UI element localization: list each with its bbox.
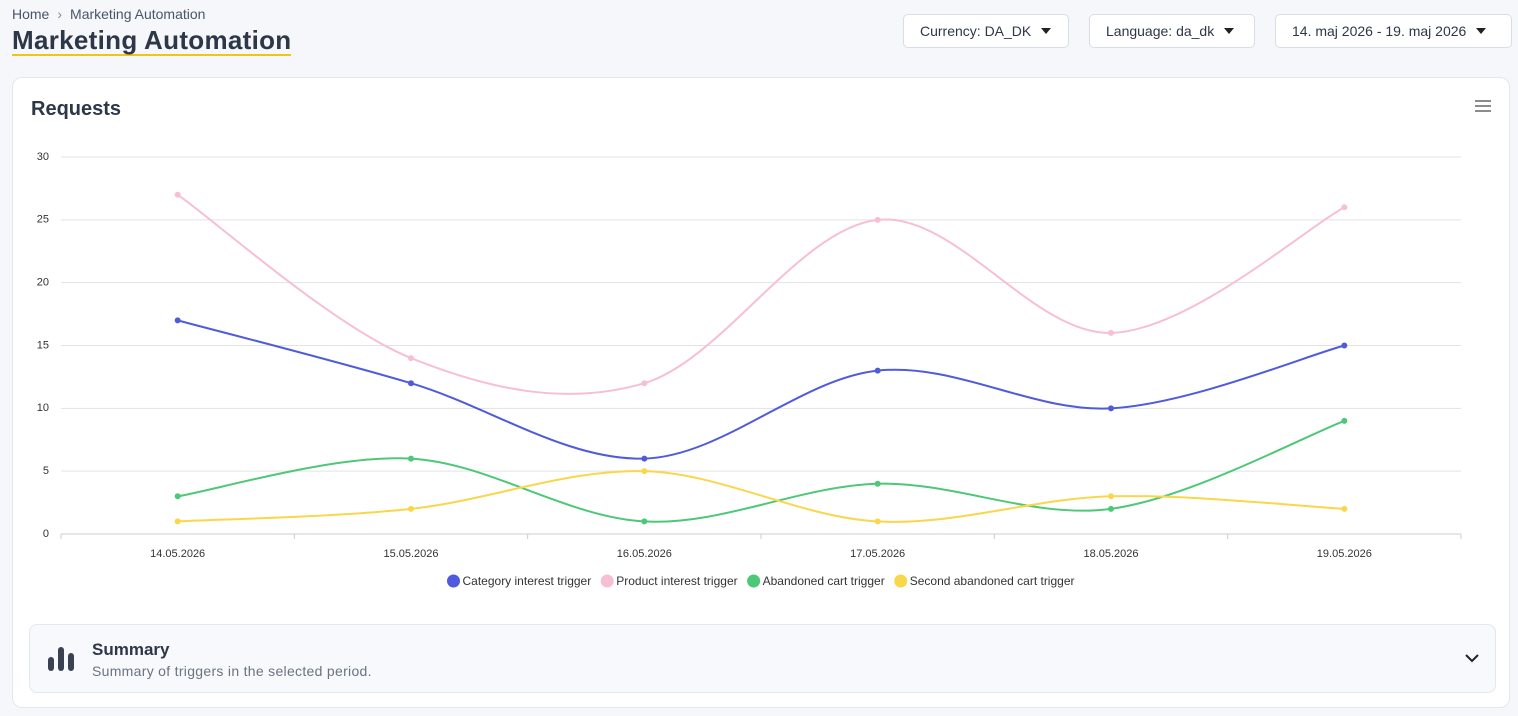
data-point bbox=[174, 518, 181, 525]
language-dropdown[interactable]: Language: da_dk bbox=[1089, 14, 1255, 48]
date-range-dropdown[interactable]: 14. maj 2026 - 19. maj 2026 bbox=[1275, 14, 1512, 48]
data-point bbox=[1341, 417, 1348, 424]
legend-marker bbox=[600, 574, 614, 588]
legend-marker bbox=[446, 574, 460, 588]
legend-marker bbox=[747, 574, 761, 588]
y-tick-label: 15 bbox=[37, 339, 49, 351]
data-point bbox=[1108, 505, 1114, 512]
data-point bbox=[408, 355, 414, 362]
summary-title: Summary bbox=[92, 640, 170, 659]
legend: Category interest trigger Product interes… bbox=[446, 574, 1075, 588]
breadcrumb: Home › Marketing Automation bbox=[12, 6, 205, 22]
data-point bbox=[641, 455, 648, 462]
data-point bbox=[1108, 493, 1114, 500]
data-point bbox=[408, 505, 414, 512]
data-point bbox=[874, 518, 881, 525]
data-point bbox=[874, 367, 881, 374]
x-tick-label: 15.05.2026 bbox=[383, 548, 438, 560]
x-tick-label: 19.05.2026 bbox=[1317, 548, 1372, 560]
bar-icon bbox=[48, 647, 74, 671]
series-line bbox=[177, 470, 1345, 523]
legend-label: Product interest trigger bbox=[616, 574, 737, 588]
caret bbox=[1041, 28, 1052, 34]
y-tick-label: 5 bbox=[43, 465, 49, 477]
data-point bbox=[408, 380, 414, 387]
legend-label: Second abandoned cart trigger bbox=[910, 574, 1075, 588]
data-point bbox=[408, 455, 414, 462]
data-point bbox=[174, 191, 181, 198]
x-tick-label: 17.05.2026 bbox=[850, 548, 905, 560]
chevron[interactable] bbox=[1465, 654, 1479, 663]
breadcrumb-link[interactable]: Home bbox=[12, 6, 50, 22]
caret bbox=[1224, 28, 1235, 34]
dropdown-label: 14. maj 2026 - 19. maj 2026 bbox=[1292, 23, 1467, 39]
y-tick-label: 10 bbox=[37, 402, 49, 414]
series-line bbox=[177, 419, 1345, 523]
y-tick-label: 0 bbox=[43, 528, 49, 540]
requests-card: 0 5 10 15 20 25 30 14.05.2026 15.05.2026 16.05.20… bbox=[12, 77, 1510, 708]
series-line bbox=[177, 193, 1345, 395]
data-point bbox=[641, 518, 648, 525]
dropdown-label: Language: da_dk bbox=[1106, 23, 1215, 39]
y-tick-label: 30 bbox=[37, 151, 49, 163]
data-point bbox=[1341, 204, 1348, 211]
data-point bbox=[641, 468, 648, 475]
series-line bbox=[177, 319, 1345, 460]
currency-dropdown[interactable]: Currency: DA_DK bbox=[903, 14, 1069, 48]
x-tick-label: 16.05.2026 bbox=[617, 548, 672, 560]
data-point bbox=[1108, 405, 1114, 412]
x-tick-label: 18.05.2026 bbox=[1083, 548, 1138, 560]
breadcrumb-current: Marketing Automation bbox=[70, 6, 206, 22]
data-point bbox=[1341, 505, 1348, 512]
chart-menu[interactable] bbox=[1475, 100, 1491, 112]
x-tick-label: 14.05.2026 bbox=[150, 548, 205, 560]
data-point bbox=[174, 317, 181, 324]
data-point bbox=[1108, 329, 1114, 336]
legend-label: Category interest trigger bbox=[462, 574, 591, 588]
data-point bbox=[1341, 342, 1348, 349]
page-title: Marketing Automation bbox=[12, 25, 292, 56]
summary-subtitle: Summary of triggers in the selected peri… bbox=[92, 663, 372, 679]
dropdown-label: Currency: DA_DK bbox=[920, 23, 1032, 39]
data-point bbox=[874, 216, 881, 223]
y-tick-label: 20 bbox=[37, 277, 49, 289]
data-point bbox=[874, 480, 881, 487]
chart-title: Requests bbox=[31, 98, 122, 120]
chart: 0 5 10 15 20 25 30 14.05.2026 15.05.2026 16.05.20… bbox=[37, 151, 1462, 588]
caret bbox=[1476, 28, 1487, 34]
data-point bbox=[174, 493, 181, 500]
legend-label: Abandoned cart trigger bbox=[763, 574, 885, 588]
summary-panel[interactable]: Summary Summary of triggers in the selec… bbox=[29, 624, 1496, 693]
data-point bbox=[641, 380, 648, 387]
separator: › bbox=[57, 6, 63, 22]
y-tick-label: 25 bbox=[37, 214, 49, 226]
legend-marker bbox=[894, 574, 908, 588]
